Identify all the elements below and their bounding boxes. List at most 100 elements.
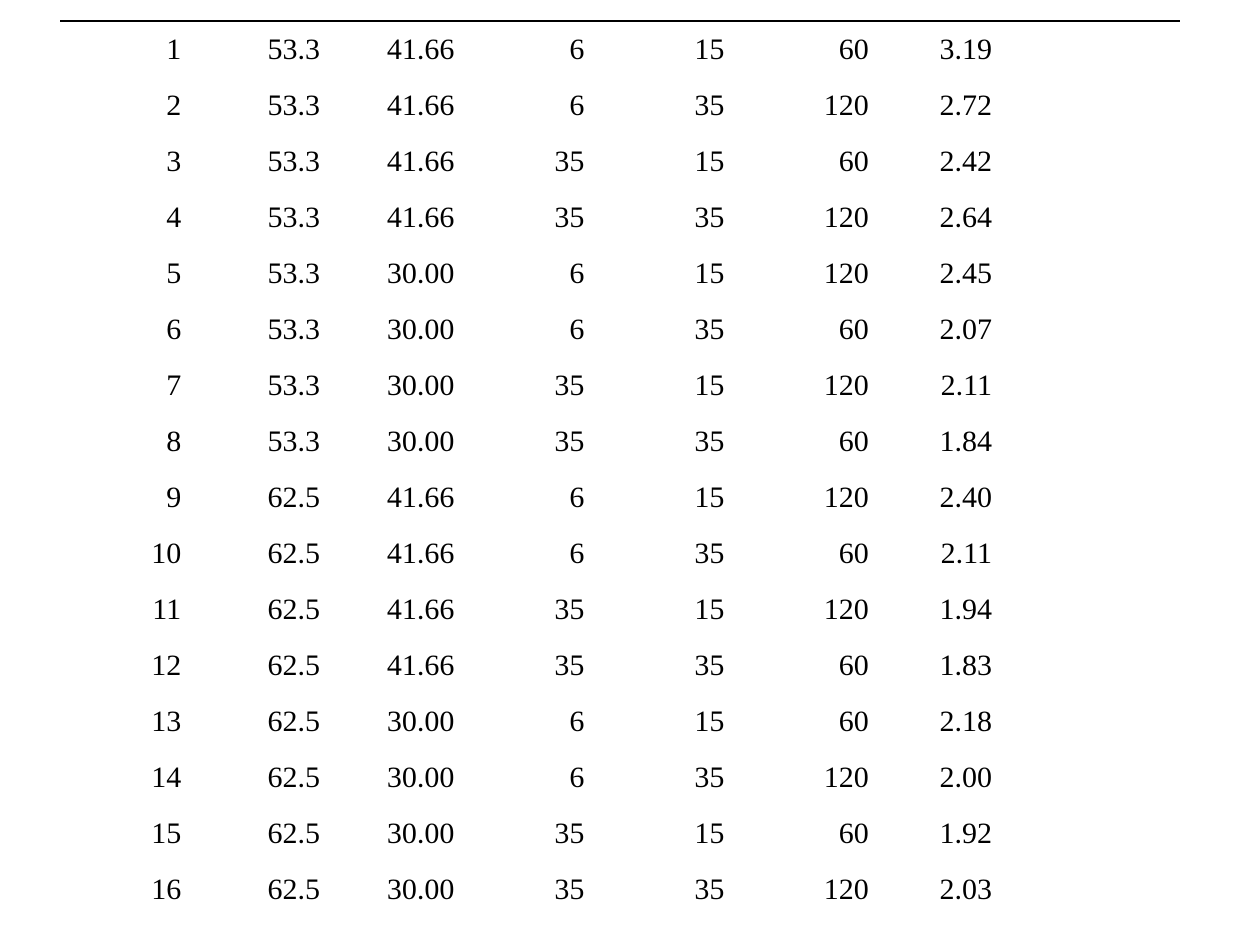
table-cell: 1.84 [889,414,1012,470]
table-cell: 53.3 [211,22,340,78]
table-cell: 30.00 [340,246,474,302]
table-cell: 6 [474,750,614,806]
table-cell: 2.42 [889,134,1012,190]
table-cell: 62.5 [211,470,340,526]
table-cell: 6 [474,246,614,302]
table-row: 653.330.00635602.07 [60,302,1180,358]
table-row: 253.341.666351202.72 [60,78,1180,134]
table-cell: 35 [614,750,754,806]
table-cell: 6 [474,78,614,134]
table-cell: 15 [614,246,754,302]
table-spacer-cell [1012,750,1180,806]
table-cell: 53.3 [211,414,340,470]
table-cell: 15 [60,806,211,862]
table-cell: 35 [474,582,614,638]
table-cell: 62.5 [211,694,340,750]
table-cell: 15 [614,694,754,750]
table-cell: 15 [614,22,754,78]
table-cell: 2.11 [889,358,1012,414]
table-cell: 2 [60,78,211,134]
table-cell: 53.3 [211,134,340,190]
table-cell: 35 [614,862,754,918]
table-spacer-cell [1012,582,1180,638]
table-cell: 15 [614,134,754,190]
table-cell: 53.3 [211,246,340,302]
table-cell: 13 [60,694,211,750]
table-cell: 35 [474,862,614,918]
table-cell: 62.5 [211,582,340,638]
table-cell: 60 [754,414,888,470]
table-cell: 15 [614,470,754,526]
table-cell: 53.3 [211,78,340,134]
table-cell: 30.00 [340,806,474,862]
table-cell: 15 [614,358,754,414]
table-row: 853.330.003535601.84 [60,414,1180,470]
table-cell: 6 [474,302,614,358]
table-row: 753.330.0035151202.11 [60,358,1180,414]
table-spacer-cell [1012,246,1180,302]
table-cell: 30.00 [340,302,474,358]
table-cell: 12 [60,638,211,694]
table-cell: 60 [754,694,888,750]
table-cell: 1.92 [889,806,1012,862]
table-cell: 2.40 [889,470,1012,526]
table-cell: 120 [754,582,888,638]
table-cell: 62.5 [211,806,340,862]
table-cell: 2.45 [889,246,1012,302]
table-cell: 120 [754,246,888,302]
table-cell: 6 [474,22,614,78]
table-cell: 41.66 [340,78,474,134]
table-cell: 2.18 [889,694,1012,750]
table-cell: 2.03 [889,862,1012,918]
table-cell: 2.64 [889,190,1012,246]
table-cell: 60 [754,22,888,78]
table-cell: 41.66 [340,638,474,694]
table-cell: 35 [474,134,614,190]
table-cell: 35 [474,638,614,694]
table-cell: 120 [754,470,888,526]
table-cell: 41.66 [340,470,474,526]
table-spacer-cell [1012,806,1180,862]
table-cell: 35 [474,358,614,414]
table-row: 1162.541.6635151201.94 [60,582,1180,638]
table-cell: 16 [60,862,211,918]
table-row: 1062.541.66635602.11 [60,526,1180,582]
table-cell: 60 [754,302,888,358]
table-cell: 35 [614,526,754,582]
table-cell: 62.5 [211,750,340,806]
table-spacer-cell [1012,22,1180,78]
table-cell: 60 [754,806,888,862]
table-row: 153.341.66615603.19 [60,22,1180,78]
table-row: 1262.541.663535601.83 [60,638,1180,694]
table-cell: 2.72 [889,78,1012,134]
table-cell: 9 [60,470,211,526]
table-cell: 1 [60,22,211,78]
data-table-container: 153.341.66615603.19253.341.666351202.723… [60,20,1180,918]
table-cell: 10 [60,526,211,582]
table-cell: 53.3 [211,302,340,358]
table-cell: 41.66 [340,190,474,246]
table-cell: 8 [60,414,211,470]
table-spacer-cell [1012,694,1180,750]
table-cell: 35 [474,806,614,862]
table-cell: 35 [614,414,754,470]
table-cell: 41.66 [340,134,474,190]
table-cell: 60 [754,526,888,582]
table-cell: 60 [754,134,888,190]
table-spacer-cell [1012,358,1180,414]
table-cell: 35 [614,190,754,246]
table-cell: 4 [60,190,211,246]
table-spacer-cell [1012,78,1180,134]
table-cell: 35 [614,302,754,358]
table-row: 353.341.663515602.42 [60,134,1180,190]
table-cell: 53.3 [211,358,340,414]
table-cell: 15 [614,582,754,638]
table-cell: 120 [754,190,888,246]
table-cell: 120 [754,78,888,134]
table-cell: 14 [60,750,211,806]
table-cell: 35 [614,638,754,694]
table-cell: 35 [474,190,614,246]
table-cell: 3.19 [889,22,1012,78]
table-cell: 30.00 [340,358,474,414]
table-spacer-cell [1012,134,1180,190]
